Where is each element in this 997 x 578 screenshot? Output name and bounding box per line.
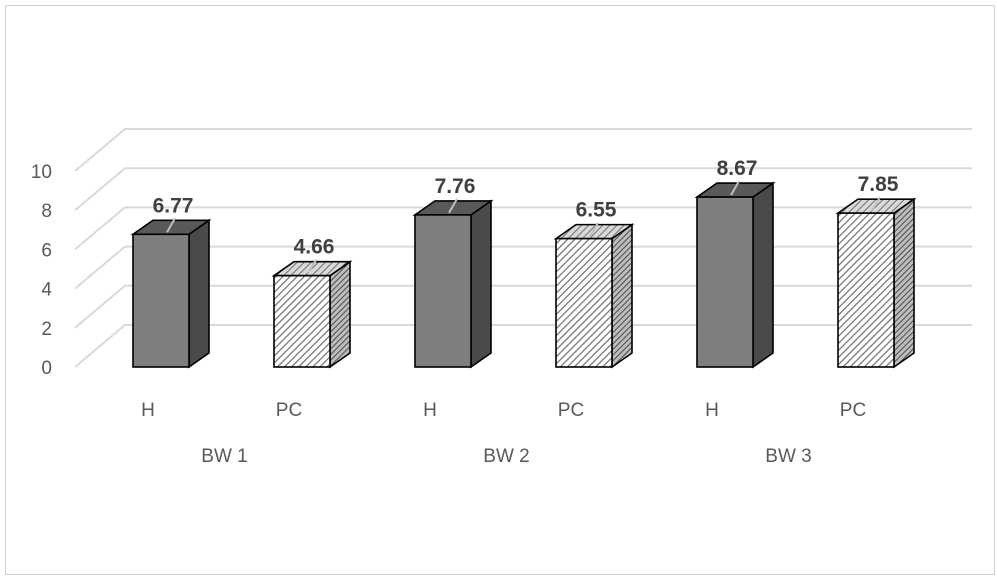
bar	[271, 260, 353, 369]
y-axis: 0 2 4 6 8 10	[31, 162, 53, 379]
bar	[412, 199, 494, 369]
bar-side	[188, 218, 210, 369]
label-leader-line	[307, 259, 317, 275]
label-leader-line	[448, 198, 458, 214]
label-leader-line	[730, 180, 740, 196]
y-tick-label: 6	[41, 240, 52, 261]
group-label: BW 2	[483, 446, 529, 467]
data-label: 8.67	[717, 157, 758, 180]
bar-side	[470, 199, 492, 369]
bar-side	[752, 181, 774, 369]
x-tick-label: PC	[840, 400, 866, 421]
label-leader-line	[589, 222, 599, 238]
bar	[130, 218, 212, 369]
bars	[130, 181, 917, 369]
bar	[835, 197, 917, 369]
bar-front	[132, 233, 190, 368]
bar-side	[329, 260, 351, 369]
bar-side	[893, 197, 915, 369]
group-label: BW 1	[201, 446, 247, 467]
label-leader-line	[166, 217, 176, 233]
y-tick-label: 8	[41, 201, 52, 222]
bar	[694, 181, 776, 369]
gridline	[74, 167, 972, 211]
gridline	[74, 206, 972, 251]
y-tick-label: 10	[31, 162, 52, 183]
bar-front	[837, 212, 895, 368]
gridline	[74, 245, 972, 290]
data-label: 4.66	[294, 236, 335, 259]
group-label: BW 3	[765, 446, 811, 467]
y-tick-label: 2	[41, 319, 52, 340]
bar-front	[273, 274, 331, 368]
bar	[553, 223, 635, 369]
gridline	[74, 284, 972, 329]
bar-front	[696, 196, 754, 368]
y-tick-label: 4	[41, 280, 52, 301]
bar-front	[555, 237, 613, 368]
y-tick-label: 0	[41, 358, 52, 379]
bar-side	[611, 223, 633, 369]
x-axis: H PC H PC H PC BW 1 BW 2 BW 3	[141, 400, 866, 467]
data-label: 7.76	[435, 175, 476, 198]
label-leader-line	[871, 196, 881, 212]
gridline	[74, 324, 972, 368]
data-label: 6.77	[153, 194, 194, 217]
gridline	[74, 128, 972, 172]
x-tick-label: H	[705, 400, 719, 421]
data-labels: 6.77 4.66 7.76 6.55 8.67 7.85	[153, 157, 899, 275]
data-label: 7.85	[858, 173, 899, 196]
bar-front	[414, 214, 472, 368]
data-label: 6.55	[576, 199, 617, 222]
x-tick-label: H	[141, 400, 155, 421]
x-tick-label: PC	[276, 400, 302, 421]
x-tick-label: H	[423, 400, 437, 421]
gridlines	[74, 128, 972, 368]
x-tick-label: PC	[558, 400, 584, 421]
